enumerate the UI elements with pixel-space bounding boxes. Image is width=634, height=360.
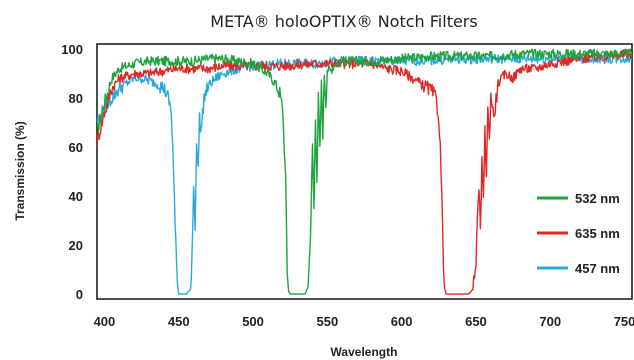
legend-label: 457 nm xyxy=(575,261,620,276)
plot-area xyxy=(96,43,633,300)
legend-label: 635 nm xyxy=(575,226,620,241)
x-tick-label: 600 xyxy=(391,314,413,329)
series-line-635-nm xyxy=(97,49,632,295)
x-tick-label: 550 xyxy=(316,314,338,329)
y-tick-label: 20 xyxy=(69,238,83,253)
y-tick-label: 100 xyxy=(61,42,83,57)
y-axis-ticks: 0 20 40 60 80 100 xyxy=(61,42,83,302)
chart-title: META® holoOPTIX® Notch Filters xyxy=(210,12,477,31)
y-tick-label: 80 xyxy=(69,91,83,106)
x-tick-label: 750 xyxy=(614,314,634,329)
y-axis-label: Transmission (%) xyxy=(13,121,27,220)
x-axis-label: Wavelength xyxy=(331,345,398,359)
series-layer xyxy=(97,48,632,295)
x-tick-label: 400 xyxy=(94,314,116,329)
legend: 532 nm 635 nm 457 nm xyxy=(537,191,620,276)
x-tick-label: 650 xyxy=(465,314,487,329)
y-tick-label: 0 xyxy=(76,287,83,302)
x-axis-ticks: 400 450 500 550 600 650 700 750 xyxy=(94,314,634,329)
legend-label: 532 nm xyxy=(575,191,620,206)
y-tick-label: 40 xyxy=(69,189,83,204)
plot-frame xyxy=(96,43,633,300)
series-line-532-nm xyxy=(97,48,632,295)
x-tick-label: 700 xyxy=(539,314,561,329)
y-tick-label: 60 xyxy=(69,140,83,155)
x-tick-label: 500 xyxy=(242,314,264,329)
x-tick-label: 450 xyxy=(168,314,190,329)
